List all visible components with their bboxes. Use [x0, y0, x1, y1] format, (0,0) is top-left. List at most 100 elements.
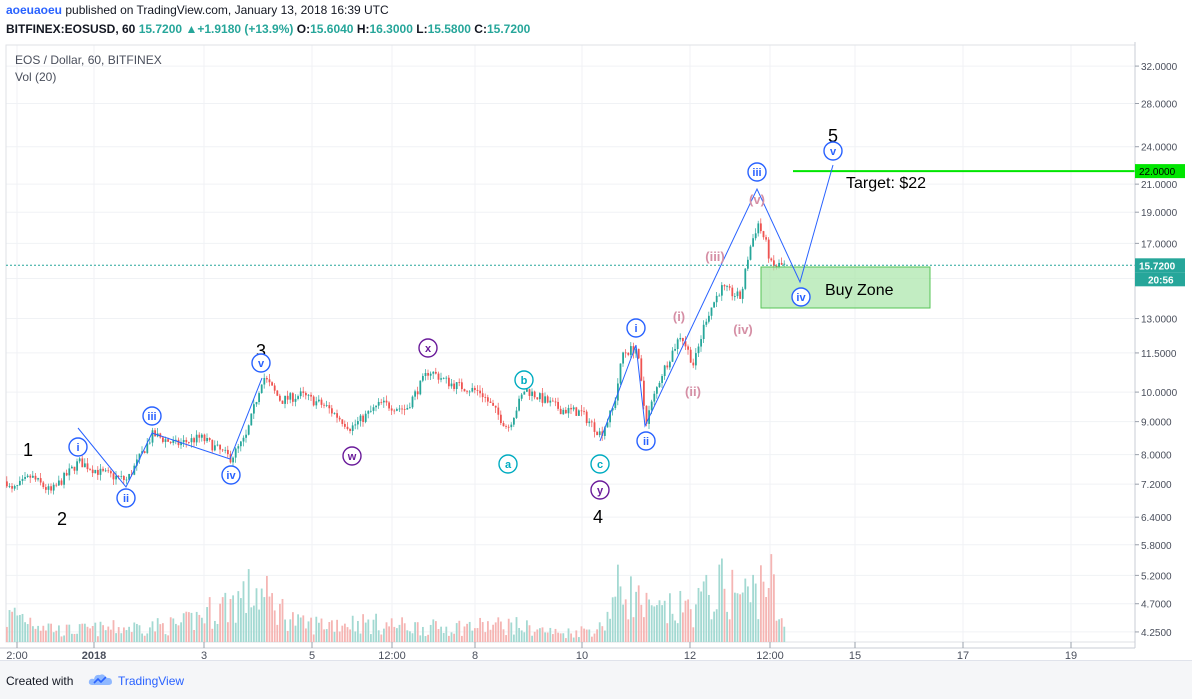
candle-body [674, 349, 676, 351]
candle-body [476, 389, 479, 391]
candle [487, 394, 489, 406]
candle-body [211, 439, 214, 451]
candle-body [258, 393, 260, 403]
candle-body [289, 393, 292, 400]
volume-bar [708, 594, 710, 642]
candle-body [687, 346, 689, 350]
candle [216, 440, 219, 447]
wave-minor5-iii: iii [747, 162, 767, 182]
candle-body [219, 444, 221, 450]
candle-body [419, 380, 422, 395]
candle [765, 234, 767, 242]
volume-bar [500, 621, 502, 642]
price-tick-label: 32.0000 [1141, 62, 1178, 73]
candle-body [466, 391, 468, 393]
volume-bar [635, 591, 637, 642]
candle-body [398, 408, 401, 410]
volume-bar [736, 593, 739, 642]
volume-bar [47, 623, 50, 642]
wave-label-text: ii [643, 436, 649, 448]
volume-bar [695, 604, 697, 642]
candle-body [520, 394, 523, 399]
candle-body [437, 373, 440, 380]
candle-body [65, 472, 68, 476]
candle-body [333, 413, 336, 414]
wave-minor5-i: i [626, 318, 646, 338]
volume-bar [302, 615, 305, 642]
candle-body [102, 468, 104, 471]
candle [471, 383, 474, 393]
candle [429, 371, 432, 381]
volume-bar [427, 634, 429, 642]
candle [281, 400, 284, 404]
candle [73, 466, 76, 475]
high-label: H: [356, 22, 370, 36]
volume-bar [63, 635, 65, 642]
volume-bar [497, 617, 500, 642]
wave-major-1: 1 [23, 440, 33, 460]
wave-circle [142, 406, 162, 426]
tradingview-link[interactable]: TradingView [118, 674, 185, 688]
volume-bar [440, 626, 442, 642]
volume-bar [671, 613, 674, 642]
candle-body [697, 346, 700, 354]
volume-bar [29, 617, 32, 642]
volume-bar [297, 614, 299, 642]
candle [29, 474, 32, 483]
time-tick-label: 2018 [82, 650, 106, 660]
volume-bar [466, 623, 468, 642]
wave-circle [251, 353, 271, 373]
candle-body [208, 438, 211, 440]
symbol-label[interactable]: BITFINEX:EOSUSD, 60 [6, 22, 136, 36]
volume-bar [245, 612, 247, 642]
price-tick-label: 21.0000 [1141, 180, 1178, 191]
candle [91, 465, 94, 478]
wave-sub-v: (v) [749, 192, 765, 207]
volume-bar [726, 611, 728, 642]
volume-bar [546, 632, 549, 642]
candle-body [614, 400, 617, 409]
wave-circle [791, 287, 811, 307]
candle-body [182, 440, 185, 443]
candle [466, 390, 468, 395]
candle [406, 404, 409, 410]
candle [783, 260, 786, 267]
volume-bar [195, 611, 198, 642]
candle-body [271, 382, 273, 386]
candle [515, 406, 518, 419]
volume-bar [125, 630, 128, 642]
volume-bar [481, 622, 484, 642]
candle-body [492, 402, 494, 406]
time-axis[interactable]: 2:00 2018 3 5 12:00 8 10 12 12:00 15 17 19 [0, 642, 1135, 660]
wave-label-text: iv [226, 470, 236, 482]
candle [351, 422, 354, 436]
candle-body [336, 413, 338, 418]
volume-bar [770, 554, 773, 642]
candle [375, 405, 377, 412]
volume-bar [557, 632, 559, 642]
time-tick-label: 12:00 [756, 650, 784, 660]
author-link[interactable]: aoeuaoeu [6, 3, 63, 17]
candle-body [216, 444, 219, 446]
candle-body [656, 387, 658, 394]
countdown-label: 20:56 [1148, 275, 1174, 286]
volume-bar [442, 632, 445, 642]
candle [299, 387, 302, 399]
volume-bar [188, 612, 190, 642]
candle-body [611, 408, 614, 411]
candle [268, 373, 271, 387]
candle-body [354, 424, 357, 426]
volume-bar [320, 618, 323, 642]
price-axis[interactable]: 4.2500 4.7000 5.2000 5.8000 6.4000 7.2000 8.00… [1134, 42, 1185, 648]
candle-body [528, 389, 531, 396]
candle [16, 484, 19, 490]
footer: Created with TradingView [0, 660, 1192, 699]
volume-bar [110, 629, 112, 642]
candle [505, 424, 507, 430]
candle-body [442, 377, 445, 379]
candle-body [107, 470, 110, 472]
candle-body [536, 397, 539, 400]
volume-bar [492, 624, 494, 642]
volume-bar [333, 631, 336, 642]
